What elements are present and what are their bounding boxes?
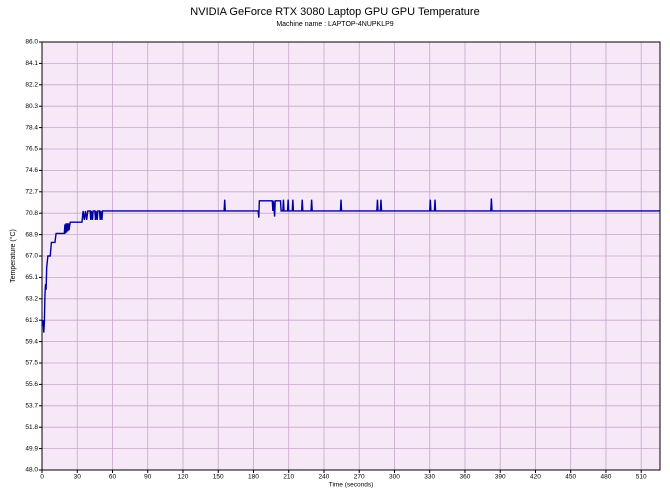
x-tick-label: 270 [354,474,365,481]
y-tick-label: 67.0 [25,253,38,260]
y-tick-label: 70.8 [25,210,38,217]
y-tick-label: 78.4 [25,124,38,131]
y-tick-label: 61.3 [25,317,38,324]
x-tick-label: 120 [178,474,189,481]
x-tick-label: 300 [389,474,400,481]
x-tick-label: 390 [495,474,506,481]
x-tick-label: 420 [530,474,541,481]
y-tick-label: 76.5 [25,146,38,153]
chart-title: NVIDIA GeForce RTX 3080 Laptop GPU GPU T… [190,6,479,18]
y-tick-label: 59.4 [25,338,38,345]
x-tick-label: 0 [40,474,44,481]
x-tick-label: 510 [636,474,647,481]
y-tick-label: 84.1 [25,60,38,67]
x-tick-label: 360 [460,474,471,481]
x-axis-label: Time (seconds) [329,482,374,489]
y-axis-label: Temperature (°C) [9,229,17,283]
x-tick-label: 150 [213,474,224,481]
y-tick-label: 51.8 [25,424,38,431]
y-tick-label: 49.9 [25,445,38,452]
y-tick-label: 57.5 [25,360,38,367]
y-tick-label: 68.9 [25,231,38,238]
x-tick-label: 480 [601,474,612,481]
x-tick-label: 180 [248,474,259,481]
y-tick-label: 74.6 [25,167,38,174]
plot-border [41,41,661,471]
y-tick-label: 82.2 [25,82,38,89]
temperature-line [41,198,660,333]
x-tick-label: 240 [319,474,330,481]
y-tick-label: 48.0 [25,467,38,474]
x-tick-label: 90 [144,474,152,481]
y-tick-label: 86.0 [25,39,38,46]
y-tick-label: 65.1 [25,274,38,281]
y-tick-label: 55.6 [25,381,38,388]
y-tick-label: 63.2 [25,296,38,303]
x-tick-label: 60 [109,474,117,481]
x-tick-label: 210 [283,474,294,481]
x-tick-label: 330 [424,474,435,481]
y-tick-label: 72.7 [25,189,38,196]
y-tick-label: 80.3 [25,103,38,110]
chart-subtitle: Machine name : LAPTOP-4NUPKLP9 [276,21,393,28]
x-tick-label: 450 [565,474,576,481]
x-tick-label: 30 [74,474,82,481]
y-tick-label: 53.7 [25,403,38,410]
